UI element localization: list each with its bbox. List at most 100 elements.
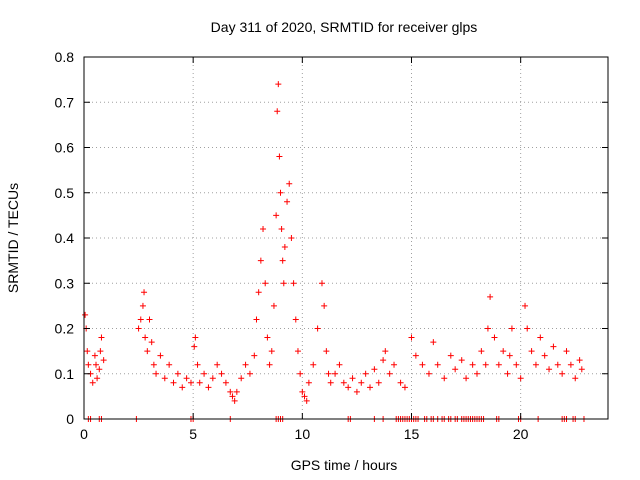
data-point [430, 339, 437, 346]
data-point [94, 375, 101, 382]
y-tick-label: 0.4 [55, 230, 75, 246]
data-point [517, 375, 524, 382]
data-point [559, 370, 566, 377]
data-point [205, 384, 212, 391]
data-point [447, 352, 454, 359]
data-point [325, 370, 332, 377]
data-point [482, 361, 489, 368]
x-tick-label: 10 [295, 426, 311, 442]
data-point [299, 388, 306, 395]
data-point [469, 361, 476, 368]
data-point [89, 379, 96, 386]
data-point [174, 370, 181, 377]
grid [84, 57, 608, 419]
data-point [280, 280, 287, 287]
data-point [187, 379, 194, 386]
data-point [572, 375, 579, 382]
data-point [284, 198, 291, 205]
x-tick-label: 15 [404, 426, 420, 442]
y-tick-label: 0.8 [55, 49, 75, 65]
data-point [153, 370, 160, 377]
y-tick-label: 0.1 [55, 366, 75, 382]
data-point [336, 361, 343, 368]
data-point [97, 348, 104, 355]
data-point [495, 361, 502, 368]
data-point [452, 366, 459, 373]
data-point [513, 361, 520, 368]
data-point [458, 357, 465, 364]
data-point [297, 370, 304, 377]
data-point [419, 361, 426, 368]
data-point [358, 379, 365, 386]
data-point [353, 388, 360, 395]
data-point [408, 334, 415, 341]
x-tick-label: 0 [80, 426, 88, 442]
data-point [314, 325, 321, 332]
data-point [246, 370, 253, 377]
data-point [412, 352, 419, 359]
data-point [82, 311, 89, 318]
data-point [528, 348, 535, 355]
data-point [382, 348, 389, 355]
data-point [391, 361, 398, 368]
y-tick-label: 0.5 [55, 185, 75, 201]
data-point [183, 375, 190, 382]
data-point [375, 379, 382, 386]
data-point [441, 375, 448, 382]
data-point [290, 280, 297, 287]
data-point [229, 393, 236, 400]
data-point [478, 348, 485, 355]
data-point [541, 352, 548, 359]
data-point [434, 361, 441, 368]
data-point [264, 334, 271, 341]
y-tick-label: 0.7 [55, 94, 75, 110]
y-axis-label: SRMTID / TECUs [5, 183, 21, 293]
data-point [260, 225, 267, 232]
data-point [327, 379, 334, 386]
data-points [82, 81, 587, 422]
data-point [323, 348, 330, 355]
data-point [170, 379, 177, 386]
data-point [277, 189, 284, 196]
data-point [222, 379, 229, 386]
data-point [233, 388, 240, 395]
data-point [268, 348, 275, 355]
data-point [550, 343, 557, 350]
data-point [255, 289, 262, 296]
data-point [141, 289, 148, 296]
data-point [85, 361, 92, 368]
data-point [96, 366, 103, 373]
data-point [484, 325, 491, 332]
data-point [135, 325, 142, 332]
data-point [563, 348, 570, 355]
data-point [522, 302, 529, 309]
data-point [157, 352, 164, 359]
data-point [266, 361, 273, 368]
data-point [148, 339, 155, 346]
data-point [276, 153, 283, 160]
data-point [332, 370, 339, 377]
data-point [273, 212, 280, 219]
data-point [191, 343, 198, 350]
data-point [463, 375, 470, 382]
data-point [238, 375, 245, 382]
data-point [98, 334, 105, 341]
data-point [567, 361, 574, 368]
y-tick-label: 0 [66, 411, 74, 427]
data-point [288, 235, 295, 241]
data-point [274, 108, 281, 115]
data-point [257, 257, 264, 264]
data-point [474, 370, 480, 377]
data-point [227, 388, 234, 395]
data-point [532, 361, 539, 368]
y-tick-label: 0.6 [55, 140, 75, 156]
data-point [340, 379, 347, 386]
data-point [380, 357, 387, 364]
data-point [231, 397, 238, 404]
data-point [546, 366, 553, 373]
data-point [84, 348, 91, 355]
data-point [491, 334, 498, 341]
data-point [292, 316, 299, 323]
